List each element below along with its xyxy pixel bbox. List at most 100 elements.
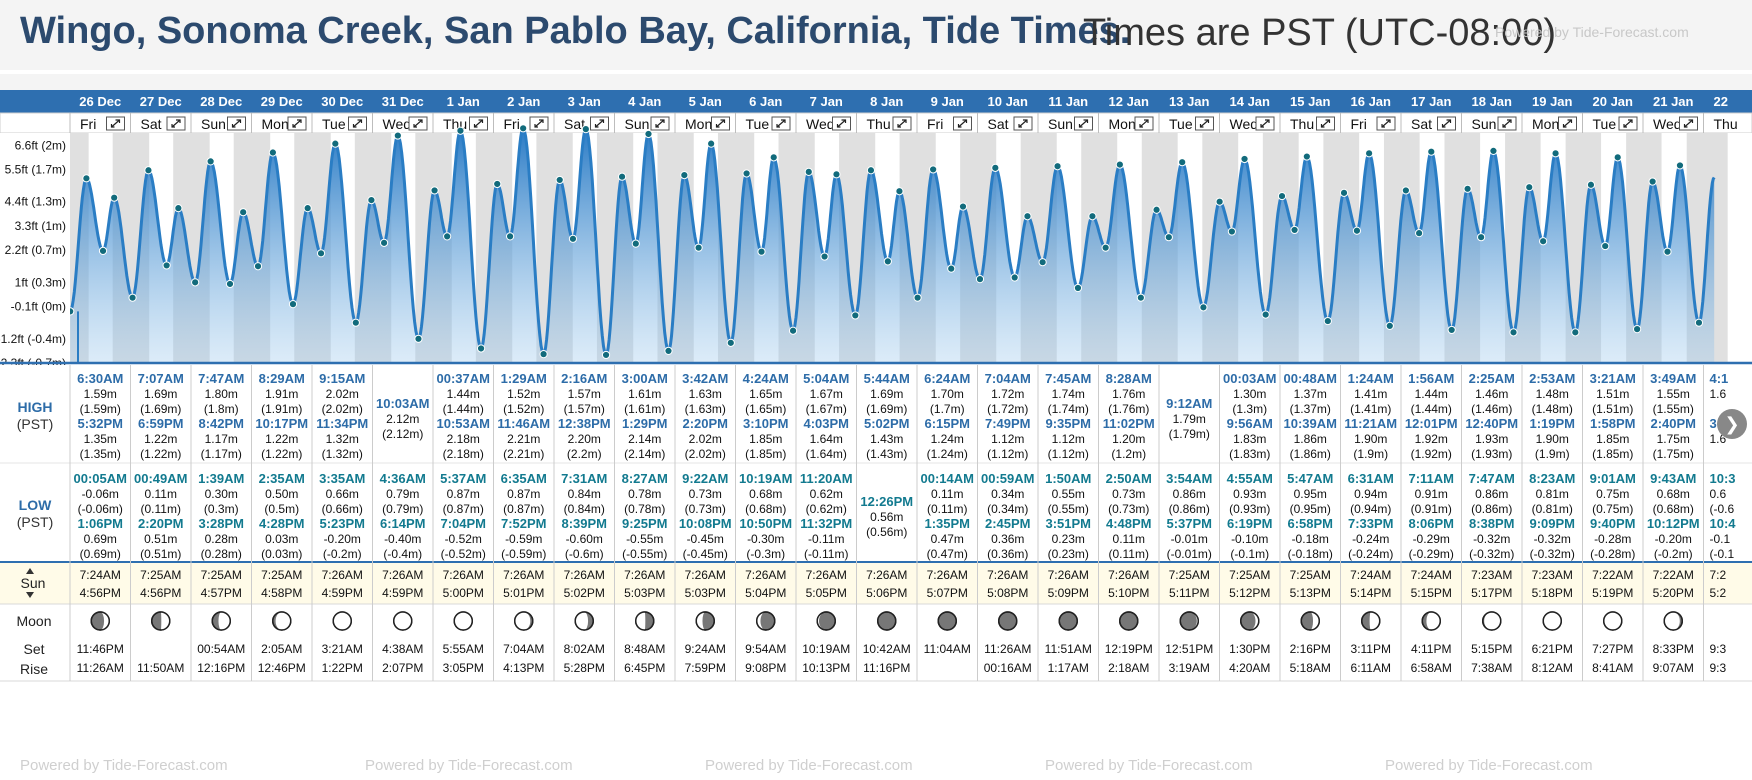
sunrise-time: 7:25AM bbox=[1290, 568, 1331, 582]
tide-time: 3:35AM bbox=[319, 471, 365, 486]
moon-phase-icon bbox=[1421, 611, 1441, 631]
expand-icon[interactable] bbox=[1255, 116, 1275, 131]
tide-height: 1.93m bbox=[1475, 432, 1508, 446]
expand-icon[interactable] bbox=[953, 116, 972, 131]
expand-icon[interactable] bbox=[469, 116, 488, 131]
moonset-time: 10:19AM bbox=[802, 642, 850, 656]
high-tide-point bbox=[895, 187, 904, 196]
expand-arrow bbox=[171, 119, 181, 128]
tide-time: 3:42AM bbox=[682, 371, 728, 386]
tide-time: 4:28PM bbox=[259, 516, 305, 531]
expand-icon[interactable] bbox=[166, 116, 186, 131]
tide-height: 0.69m bbox=[84, 532, 117, 546]
tide-height-alt: (1.35m) bbox=[80, 447, 121, 461]
expand-arrow bbox=[413, 119, 423, 128]
sunrise-time: 7:26AM bbox=[685, 568, 726, 582]
tide-height: 0.62m bbox=[810, 487, 843, 501]
moon-phase-icon bbox=[1361, 611, 1381, 631]
tide-time: 00:59AM bbox=[981, 471, 1034, 486]
expand-icon[interactable] bbox=[1679, 116, 1698, 131]
tide-time: 8:39PM bbox=[561, 516, 607, 531]
expand-icon[interactable] bbox=[106, 116, 125, 131]
tide-height: 1.70m bbox=[931, 387, 964, 401]
moon-phase-icon bbox=[695, 611, 715, 631]
expand-icon[interactable] bbox=[227, 116, 246, 131]
date-label: 12 Jan bbox=[1109, 94, 1150, 109]
expand-icon[interactable] bbox=[1558, 116, 1577, 131]
tide-time: 2:25AM bbox=[1469, 371, 1515, 386]
tide-height: 1.35m bbox=[84, 432, 117, 446]
expand-icon[interactable] bbox=[529, 116, 549, 131]
tide-height: 1.64m bbox=[810, 432, 843, 446]
expand-icon[interactable] bbox=[348, 116, 367, 131]
tide-height-alt: (1.48m) bbox=[1532, 402, 1573, 416]
expand-icon[interactable] bbox=[1618, 116, 1638, 131]
tide-height: 0.68m bbox=[749, 487, 782, 501]
sunrise-time: 7:22AM bbox=[1653, 568, 1694, 582]
moonset-time: 3:11PM bbox=[1351, 642, 1391, 656]
expand-icon[interactable] bbox=[1013, 116, 1033, 131]
tide-time: 9:56AM bbox=[1227, 416, 1273, 431]
tide-height-alt: (-0.01m) bbox=[1167, 547, 1212, 561]
expand-arrow bbox=[715, 119, 726, 128]
sunrise-time: 7:26AM bbox=[503, 568, 544, 582]
moon-phase-icon bbox=[1058, 611, 1078, 631]
tide-time: 2:50AM bbox=[1106, 471, 1152, 486]
low-tide-point bbox=[253, 262, 263, 271]
expand-icon[interactable] bbox=[832, 116, 851, 131]
expand-icon[interactable] bbox=[892, 116, 912, 131]
tide-height-alt: (-0.45m) bbox=[683, 547, 728, 561]
expand-icon[interactable] bbox=[1497, 116, 1517, 131]
expand-icon[interactable] bbox=[1437, 116, 1456, 131]
tide-height: 1.20m bbox=[1112, 432, 1145, 446]
tide-height: 1.48m bbox=[1536, 387, 1569, 401]
sunset-time: 5:13PM bbox=[1290, 586, 1331, 600]
moon-lit bbox=[514, 612, 531, 630]
dow-label: Wed bbox=[383, 116, 412, 132]
high-tide-point bbox=[617, 172, 627, 181]
expand-icon[interactable] bbox=[1134, 116, 1154, 131]
sun-label: Sun bbox=[21, 575, 46, 591]
tide-height: 1.59m bbox=[84, 387, 117, 401]
moonset-time: 00:54AM bbox=[197, 642, 245, 656]
expand-icon[interactable] bbox=[1316, 116, 1335, 131]
expand-icon[interactable] bbox=[1195, 116, 1214, 131]
expand-icon[interactable] bbox=[590, 116, 609, 131]
moonset-time: 1:30PM bbox=[1229, 642, 1270, 656]
expand-arrow bbox=[473, 119, 484, 128]
expand-icon[interactable] bbox=[1074, 116, 1093, 131]
high-tide-point bbox=[555, 175, 564, 185]
sunrise-time: 7:24AM bbox=[1350, 568, 1391, 582]
tide-time: 5:37AM bbox=[440, 471, 486, 486]
expand-icon[interactable] bbox=[711, 116, 730, 131]
tide-height: -0.59m bbox=[505, 532, 542, 546]
tide-height: 2.12m bbox=[386, 412, 419, 426]
tide-height-alt: (0.51m) bbox=[140, 547, 181, 561]
dow-label: Thu bbox=[867, 116, 891, 132]
expand-icon[interactable] bbox=[1376, 116, 1396, 131]
tide-height-alt: (1.65m) bbox=[745, 402, 786, 416]
tide-time: 9:25PM bbox=[622, 516, 668, 531]
dow-label: Sat bbox=[141, 116, 162, 132]
y-tick-label: 6.6ft (2m) bbox=[15, 138, 66, 152]
expand-icon[interactable] bbox=[408, 116, 428, 131]
tide-height-alt: (1.61m) bbox=[624, 402, 665, 416]
moon-phase-icon bbox=[453, 611, 473, 631]
expand-icon[interactable] bbox=[650, 116, 670, 131]
tide-time: 12:40PM bbox=[1465, 416, 1518, 431]
date-label: 20 Jan bbox=[1593, 94, 1634, 109]
next-arrow-button[interactable]: ❯ bbox=[1717, 409, 1747, 439]
low-tide-point bbox=[788, 326, 798, 335]
date-label: 18 Jan bbox=[1472, 94, 1513, 109]
tide-time: 8:42PM bbox=[198, 416, 244, 431]
tide-height-alt: (0.23m) bbox=[1048, 547, 1089, 561]
expand-icon[interactable] bbox=[287, 116, 307, 131]
sunrise-time: 7:26AM bbox=[987, 568, 1028, 582]
tide-height-alt: (1.8m) bbox=[204, 402, 239, 416]
sunset-time: 5:20PM bbox=[1653, 586, 1694, 600]
expand-icon[interactable] bbox=[771, 116, 791, 131]
high-tide-point bbox=[1152, 205, 1161, 214]
tide-chart: 26 Dec Fri 27 Dec Sat 28 Dec Sun 29 Dec Mon 30 D… bbox=[0, 74, 1752, 682]
moonrise-time: 10:13PM bbox=[802, 661, 850, 675]
moon-outline bbox=[1240, 611, 1260, 631]
